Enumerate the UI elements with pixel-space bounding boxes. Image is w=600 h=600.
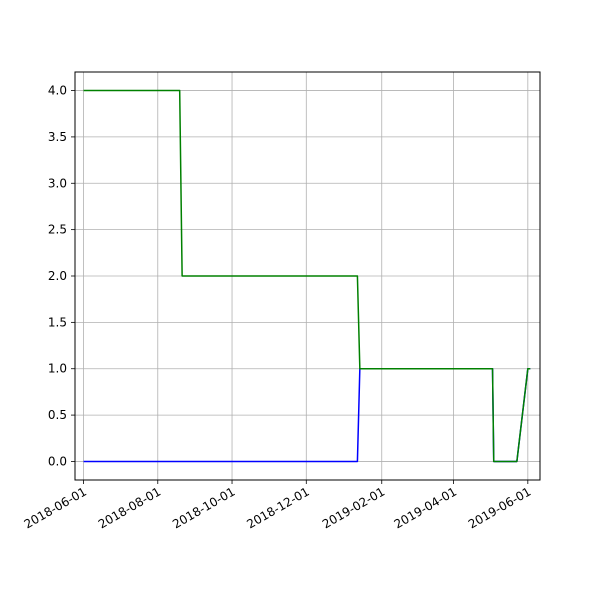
y-tick-label: 0.5 — [48, 408, 67, 422]
x-tick-label: 2019-04-01 — [392, 484, 459, 531]
y-tick-label: 2.0 — [48, 269, 67, 283]
y-tick-label: 1.0 — [48, 362, 67, 376]
y-tick-label: 2.5 — [48, 223, 67, 237]
x-tick-label: 2018-10-01 — [170, 484, 237, 531]
x-tick-label: 2018-12-01 — [244, 484, 311, 531]
y-axis: 0.0 0.5 1.0 1.5 2.0 2.5 3.0 3.5 4.0 — [48, 84, 75, 468]
y-tick-label: 1.5 — [48, 315, 67, 329]
x-axis: 2018-06-01 2018-08-01 2018-10-01 2018-12-01… — [22, 480, 533, 531]
series-lines — [83, 89, 531, 463]
y-tick-label: 4.0 — [48, 84, 67, 98]
x-tick-label: 2018-06-01 — [22, 484, 89, 531]
series-line-2 — [83, 89, 531, 463]
x-tick-label: 2019-06-01 — [466, 484, 533, 531]
y-tick-label: 3.5 — [48, 130, 67, 144]
grid-lines — [75, 72, 540, 480]
x-tick-label: 2018-08-01 — [96, 484, 163, 531]
y-tick-label: 3.0 — [48, 176, 67, 190]
y-tick-label: 0.0 — [48, 454, 67, 468]
x-tick-label: 2019-02-01 — [320, 484, 387, 531]
